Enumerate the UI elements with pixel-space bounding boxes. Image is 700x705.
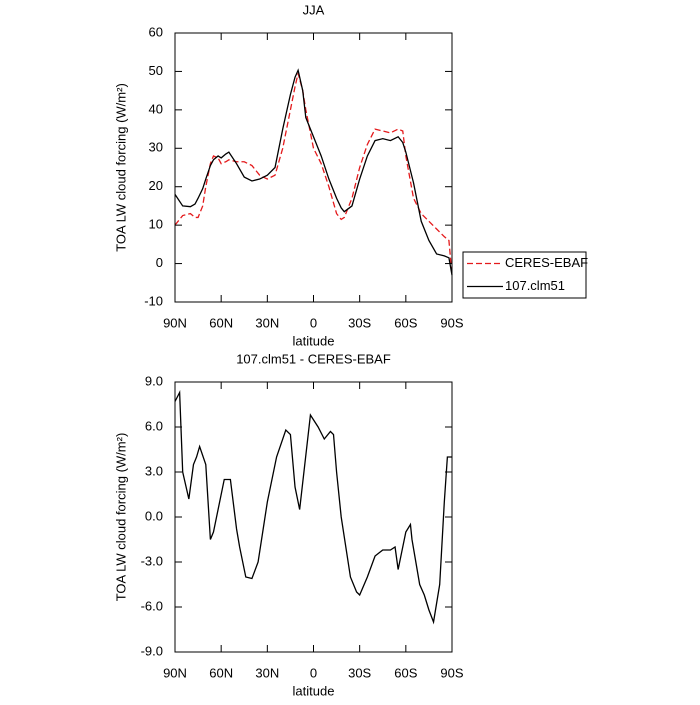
x-tick-label: 0 bbox=[310, 315, 317, 330]
y-tick-label: -3.0 bbox=[141, 553, 163, 568]
y-tick-label: 3.0 bbox=[145, 463, 163, 478]
x-tick-label: 30S bbox=[348, 315, 371, 330]
legend: CERES-EBAF 107.clm51 bbox=[462, 251, 588, 299]
legend-label: 107.clm51 bbox=[505, 278, 565, 293]
y-tick-label: 30 bbox=[149, 140, 163, 155]
chart-title: 107.clm51 - CERES-EBAF bbox=[236, 351, 391, 366]
y-tick-label: 50 bbox=[149, 63, 163, 78]
x-tick-label: 60S bbox=[394, 665, 417, 680]
x-tick-label: 0 bbox=[310, 665, 317, 680]
x-tick-label: 60N bbox=[209, 315, 233, 330]
x-tick-label: 90N bbox=[163, 315, 187, 330]
y-tick-label: 6.0 bbox=[145, 418, 163, 433]
x-axis-label: latitude bbox=[293, 333, 335, 348]
x-tick-label: 90S bbox=[440, 315, 463, 330]
y-tick-label: -9.0 bbox=[141, 643, 163, 658]
x-tick-label: 30S bbox=[348, 665, 371, 680]
x-tick-label: 60S bbox=[394, 315, 417, 330]
y-axis-label: TOA LW cloud forcing (W/m²) bbox=[113, 433, 128, 602]
x-tick-label: 90S bbox=[440, 665, 463, 680]
x-tick-label: 30N bbox=[255, 665, 279, 680]
data-line bbox=[174, 68, 453, 276]
data-line bbox=[174, 389, 452, 625]
plot-frame bbox=[174, 32, 453, 303]
y-tick-label: 0.0 bbox=[145, 508, 163, 523]
y-tick-label: -10 bbox=[144, 293, 163, 308]
chart-title: JJA bbox=[303, 2, 325, 17]
x-tick-label: 30N bbox=[255, 315, 279, 330]
y-tick-label: 20 bbox=[149, 178, 163, 193]
y-axis-label: TOA LW cloud forcing (W/m²) bbox=[113, 83, 128, 252]
y-tick-label: -6.0 bbox=[141, 598, 163, 613]
x-axis-label: latitude bbox=[293, 683, 335, 698]
y-tick-label: 40 bbox=[149, 101, 163, 116]
y-tick-label: 60 bbox=[149, 24, 163, 39]
legend-label: CERES-EBAF bbox=[505, 255, 588, 270]
y-tick-label: 0 bbox=[156, 255, 163, 270]
x-tick-label: 90N bbox=[163, 665, 187, 680]
data-line bbox=[174, 73, 453, 276]
legend-box bbox=[462, 251, 587, 299]
x-tick-label: 60N bbox=[209, 665, 233, 680]
y-tick-label: 9.0 bbox=[145, 373, 163, 388]
y-tick-label: 10 bbox=[149, 217, 163, 232]
